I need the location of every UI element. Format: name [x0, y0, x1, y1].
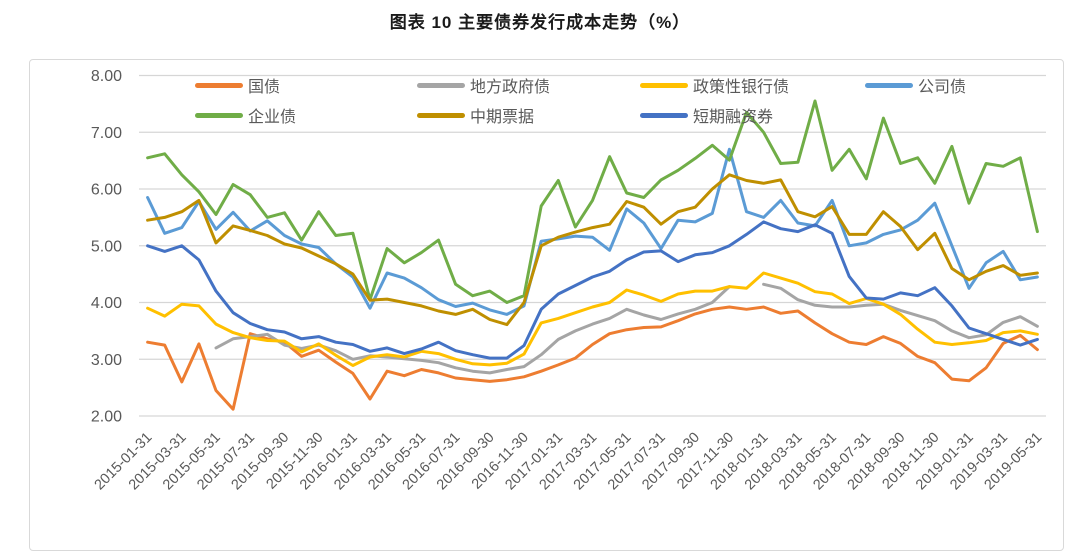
- legend-label: 中期票据: [470, 109, 535, 126]
- chart-title: 图表 10 主要债券发行成本走势（%）: [389, 13, 691, 32]
- y-axis-tick-label: 2.00: [91, 409, 122, 426]
- legend-swatch-policy-bank-bond: [640, 82, 688, 88]
- treasury-bond-line: [146, 305, 1039, 411]
- legend-swatch-local-gov-bond: [417, 82, 465, 88]
- legend-item-treasury-bond: 国债: [195, 74, 280, 96]
- legend-item-policy-bank-bond: 政策性银行债: [640, 74, 789, 96]
- short-term-financing-bill-line: [146, 220, 1039, 360]
- medium-term-note-line: [146, 173, 1039, 327]
- legend-label: 国债: [248, 79, 281, 96]
- legend-label: 公司债: [918, 79, 967, 96]
- legend-swatch-enterprise-bond: [195, 112, 243, 118]
- legend-item-short-term-financing-bill: 短期融资券: [640, 104, 773, 126]
- policy-bank-bond-line: [146, 271, 1039, 367]
- legend-label: 短期融资券: [693, 109, 774, 126]
- corporate-bond-line: [146, 147, 1039, 316]
- legend-item-local-gov-bond: 地方政府债: [417, 74, 550, 96]
- legend-item-enterprise-bond: 企业债: [195, 104, 296, 126]
- legend-label: 企业债: [248, 109, 297, 126]
- y-axis-tick-label: 8.00: [91, 68, 122, 85]
- y-axis-tick-label: 4.00: [91, 295, 122, 312]
- y-axis-tick-label: 3.00: [91, 352, 122, 369]
- y-axis-tick-label: 6.00: [91, 182, 122, 199]
- legend-label: 政策性银行债: [693, 79, 790, 96]
- local-gov-bond-line: [214, 285, 731, 375]
- legend-swatch-corporate-bond: [865, 82, 913, 88]
- enterprise-bond-line: [146, 99, 1039, 304]
- legend-swatch-medium-term-note: [417, 112, 465, 118]
- legend-swatch-short-term-financing-bill: [640, 112, 688, 118]
- legend-item-medium-term-note: 中期票据: [417, 104, 534, 126]
- legend-swatch-treasury-bond: [195, 82, 243, 88]
- legend-label: 地方政府债: [470, 79, 551, 96]
- local-gov-bond-line: [762, 282, 1039, 340]
- legend-item-corporate-bond: 公司债: [865, 74, 966, 96]
- y-axis-tick-label: 7.00: [91, 125, 122, 142]
- y-axis-tick-label: 5.00: [91, 238, 122, 255]
